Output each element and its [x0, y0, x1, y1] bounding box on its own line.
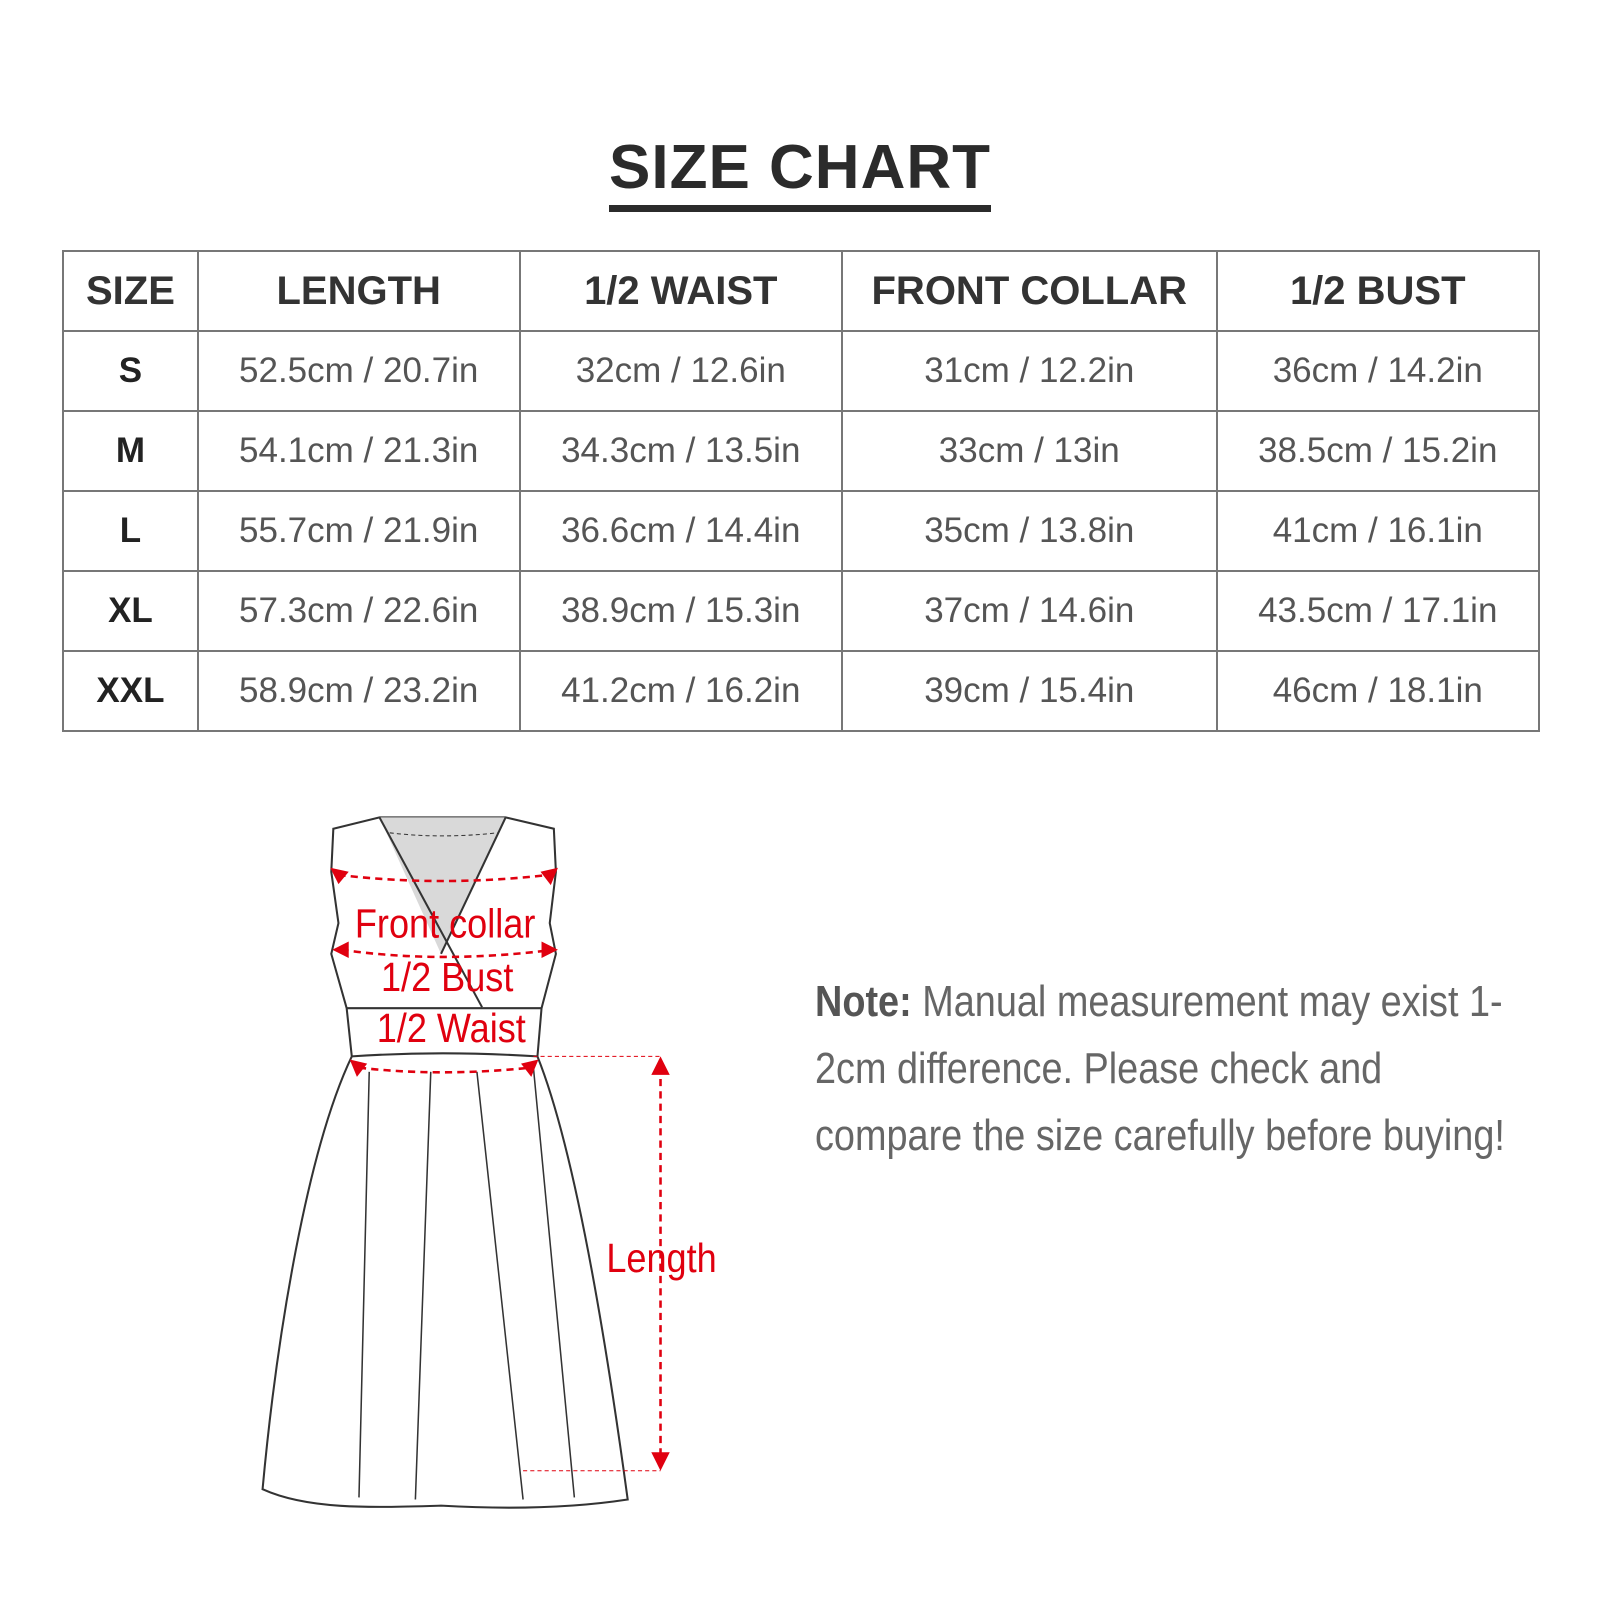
- measurement-cell: 57.3cm / 22.6in: [196, 570, 521, 652]
- table-row: XXL 58.9cm / 23.2in 41.2cm / 16.2in 39cm / …: [62, 650, 1540, 732]
- dress-outline: [261, 816, 629, 1509]
- measurement-cell: 36cm / 14.2in: [1215, 330, 1540, 412]
- measurement-cell: 37cm / 14.6in: [841, 570, 1218, 652]
- measurement-cell: 55.7cm / 21.9in: [196, 490, 521, 572]
- label-front-collar: Front collar: [355, 901, 536, 947]
- size-cell: L: [62, 490, 199, 572]
- label-waist: 1/2 Waist: [377, 1006, 526, 1052]
- measurement-cell: 31cm / 12.2in: [841, 330, 1218, 412]
- header-waist: 1/2 WAIST: [518, 250, 844, 332]
- measurement-cell: 41cm / 16.1in: [1215, 490, 1540, 572]
- measurement-cell: 32cm / 12.6in: [518, 330, 844, 412]
- size-cell: M: [62, 410, 199, 492]
- header-length: LENGTH: [196, 250, 521, 332]
- measurement-cell: 39cm / 15.4in: [841, 650, 1218, 732]
- arrow-icons: [330, 867, 670, 1471]
- size-cell: XXL: [62, 650, 199, 732]
- measurement-cell: 43.5cm / 17.1in: [1215, 570, 1540, 652]
- table-row: XL 57.3cm / 22.6in 38.9cm / 15.3in 37cm / 1…: [62, 570, 1540, 652]
- table-header-row: SIZE LENGTH 1/2 WAIST FRONT COLLAR 1/2 B…: [62, 250, 1540, 332]
- measurement-cell: 58.9cm / 23.2in: [196, 650, 521, 732]
- size-cell: S: [62, 330, 199, 412]
- measurement-cell: 34.3cm / 13.5in: [518, 410, 844, 492]
- measurement-cell: 41.2cm / 16.2in: [518, 650, 844, 732]
- measure-lines: [338, 873, 662, 1472]
- measurement-cell: 36.6cm / 14.4in: [518, 490, 844, 572]
- label-bust: 1/2 Bust: [381, 955, 514, 1001]
- measurement-cell: 38.9cm / 15.3in: [518, 570, 844, 652]
- size-chart-title: SIZE CHART: [0, 135, 1600, 212]
- label-length: Length: [606, 1236, 716, 1282]
- measurement-cell: 38.5cm / 15.2in: [1215, 410, 1540, 492]
- measurement-cell: 46cm / 18.1in: [1215, 650, 1540, 732]
- size-table: SIZE LENGTH 1/2 WAIST FRONT COLLAR 1/2 B…: [62, 250, 1540, 732]
- measurement-cell: 52.5cm / 20.7in: [196, 330, 521, 412]
- size-cell: XL: [62, 570, 199, 652]
- measurement-cell: 33cm / 13in: [841, 410, 1218, 492]
- measurement-cell: 35cm / 13.8in: [841, 490, 1218, 572]
- header-size: SIZE: [62, 250, 199, 332]
- table-row: M 54.1cm / 21.3in 34.3cm / 13.5in 33cm / 13…: [62, 410, 1540, 492]
- table-row: L 55.7cm / 21.9in 36.6cm / 14.4in 35cm / 13…: [62, 490, 1540, 572]
- table-row: S 52.5cm / 20.7in 32cm / 12.6in 31cm / 12.2…: [62, 330, 1540, 412]
- note: Note: Manual measurement may exist 1-2cm…: [815, 977, 1505, 1160]
- measurement-cell: 54.1cm / 21.3in: [196, 410, 521, 492]
- header-front-collar: FRONT COLLAR: [841, 250, 1218, 332]
- header-bust: 1/2 BUST: [1215, 250, 1540, 332]
